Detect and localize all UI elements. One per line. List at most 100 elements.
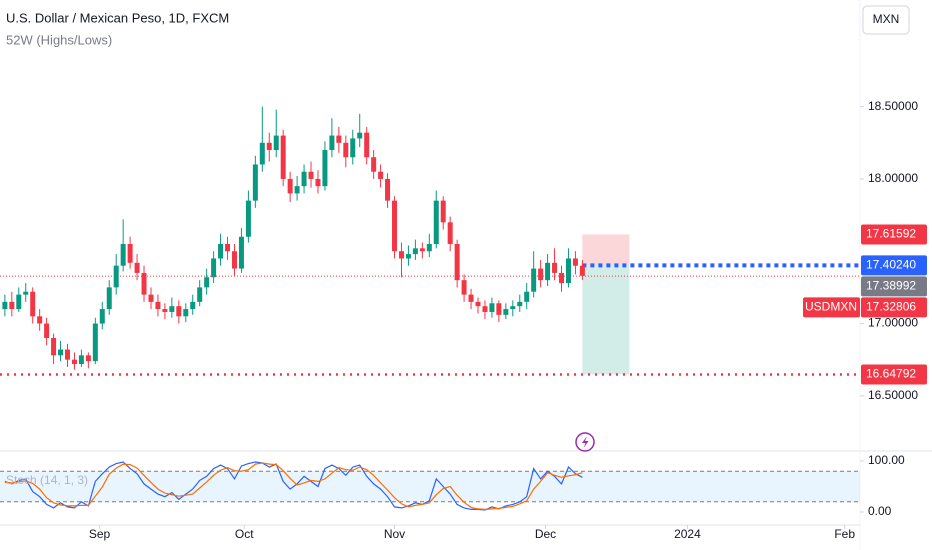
candle-body (378, 171, 384, 179)
candle-body (294, 186, 300, 194)
currency-button[interactable] (862, 5, 910, 35)
price-label: 17.61592 (866, 227, 916, 241)
candle-body (565, 258, 571, 284)
candle-body (190, 301, 196, 310)
candle-body (30, 291, 36, 317)
stoch-title: Stoch (14, 1, 3) (6, 473, 88, 487)
y-tick-label: 18.00000 (868, 171, 918, 185)
candle-body (44, 323, 50, 338)
candle-body (315, 178, 321, 187)
price-label-box (861, 224, 927, 245)
candle-body (120, 244, 126, 266)
currency-button-label[interactable]: MXN (873, 12, 900, 26)
candle-body (183, 309, 189, 317)
candle-body (503, 309, 509, 315)
candle-body (113, 265, 119, 288)
candle-body (468, 294, 474, 302)
candle-body (211, 258, 217, 278)
candle-body (238, 236, 244, 269)
candle-body (510, 306, 516, 310)
indicator-title: 52W (Highs/Lows) (6, 32, 112, 47)
candle-body (51, 337, 57, 356)
target-zone (582, 265, 630, 375)
candle-body (405, 254, 411, 259)
candle-body (524, 291, 530, 302)
candle-body (252, 164, 258, 201)
price-label: 16.64792 (866, 367, 916, 381)
candle-body (426, 244, 432, 252)
candle-body (259, 142, 265, 165)
candle-body (71, 359, 77, 365)
candle-body (308, 171, 314, 179)
candle-body (579, 265, 585, 276)
price-label-box (861, 255, 927, 276)
alert-bolt[interactable] (582, 436, 589, 448)
candle-body (58, 349, 64, 356)
price-label: 17.38992 (866, 279, 916, 293)
candle-body (85, 355, 91, 362)
candle-body (197, 287, 203, 302)
candle-body (231, 251, 237, 269)
candle-body (364, 132, 370, 158)
candle-body (329, 135, 335, 151)
candle-body (204, 277, 210, 288)
candle-body (162, 309, 168, 312)
candle-body (489, 303, 495, 312)
plot (0, 106, 860, 511)
candle-body (517, 301, 523, 307)
candle-body (496, 303, 502, 315)
candle-body (419, 248, 425, 252)
y-tick-label: 100.00 (868, 453, 905, 467)
candle-body (78, 355, 84, 365)
candle-body (461, 280, 467, 295)
candle-body (287, 178, 293, 194)
y-tick-label: 0.00 (868, 504, 892, 518)
candle-body (357, 132, 363, 139)
x-tick-label: Feb (834, 527, 855, 541)
candle-body (99, 309, 105, 324)
candle-body (301, 171, 307, 187)
price-label-box (861, 276, 927, 297)
candle-body (440, 200, 446, 223)
price-label: 17.32806 (866, 300, 916, 314)
candle-body (92, 323, 98, 362)
candle-body (16, 294, 22, 310)
x-tick-label: 2024 (674, 527, 701, 541)
candle-body (176, 306, 182, 317)
stop-zone (582, 234, 630, 266)
candle-body (280, 135, 286, 179)
candle-body (127, 244, 133, 263)
symbol-tag: USDMXN (805, 300, 857, 314)
candle-body (475, 301, 481, 307)
candle-body (106, 287, 112, 310)
candle-body (392, 200, 398, 252)
y-tick-label: 17.00000 (868, 316, 918, 330)
candle-body (225, 244, 231, 252)
candle-body (398, 251, 404, 259)
candle-body (552, 262, 558, 273)
price-label-box (861, 364, 927, 385)
candle-body (371, 157, 377, 172)
candle-body (134, 262, 140, 273)
candle-body (412, 248, 418, 255)
candle-body (545, 262, 551, 281)
candle-body (350, 138, 356, 158)
candle-body (9, 301, 15, 310)
x-tick-label: Sep (89, 527, 111, 541)
candle-body (433, 200, 439, 245)
alert-icon[interactable] (575, 432, 595, 452)
candle-body (37, 316, 43, 324)
symbol-tag-box (803, 297, 860, 318)
candle-body (169, 306, 175, 312)
candle-body (218, 244, 224, 259)
candle-body (482, 306, 488, 312)
stoch-line (4, 462, 583, 511)
candle-body (245, 200, 251, 237)
price-label-box (861, 297, 927, 318)
price-label: 17.40240 (866, 258, 916, 272)
candle-body (343, 142, 349, 158)
candle-body (385, 178, 391, 201)
candle-body (336, 135, 342, 143)
